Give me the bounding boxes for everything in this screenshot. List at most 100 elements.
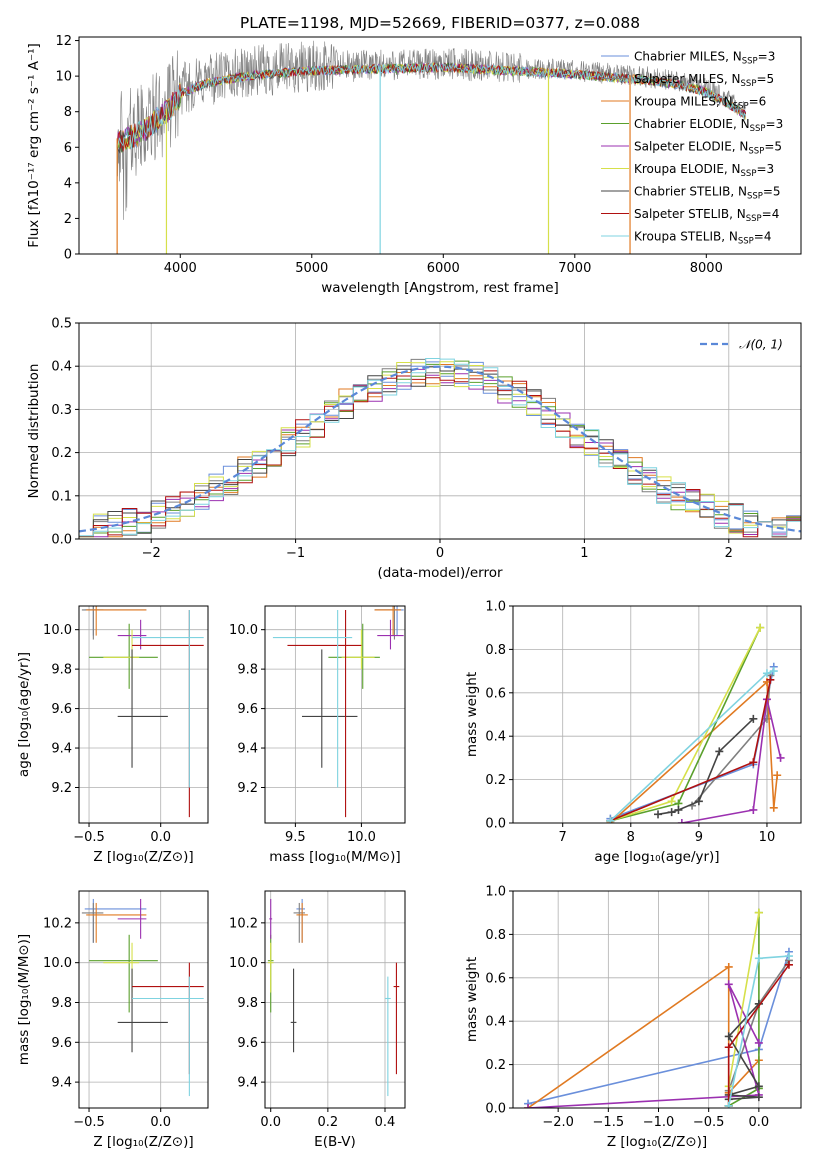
weight-marker	[784, 952, 793, 961]
y-tick-label: 0.0	[485, 817, 506, 832]
weight-line	[610, 627, 761, 822]
plot-frame	[512, 890, 802, 1109]
plot-area	[81, 606, 204, 818]
weight-marker	[667, 797, 676, 806]
weight-line	[528, 983, 760, 1108]
y-tick-label: 0.8	[485, 928, 506, 943]
weight-marker	[756, 623, 765, 632]
weight-marker	[677, 819, 686, 823]
weight-marker	[724, 980, 733, 989]
y-tick-label: 0	[64, 248, 72, 263]
weight-marker	[674, 805, 683, 814]
y-tick-label: 8	[64, 105, 72, 120]
x-tick-label: −1.5	[593, 1115, 625, 1130]
y-tick-label: 0.2	[485, 1058, 506, 1073]
legend-label: Kroupa ELODIE, NSSP=3	[634, 162, 774, 179]
residual-histogram-panel: −2 −1 0 1 2 0.0 0.1 0.2 0.3 0.4 0.5 (data-model)/er…	[26, 317, 802, 581]
y-tick-label: 10.0	[229, 956, 258, 971]
weight-vs-age-panel: 7 8 9 10 0.0 0.2 0.4 0.6 0.8 1.0 age [log₁₀(age/yr…	[464, 600, 802, 865]
y-tick-label: 10.0	[229, 623, 258, 638]
plot-area	[272, 606, 404, 818]
weight-marker	[724, 1101, 733, 1108]
y-tick-label: 10.2	[43, 916, 72, 931]
legend-label: Salpeter MILES, NSSP=5	[634, 72, 774, 89]
y-tick-label: 9.6	[51, 1036, 72, 1051]
weight-vs-metallicity-panel: −2.0 −1.5 −1.0 −0.5 0.0 0.0 0.2 0.4 0.6 0.8 1.0 Z […	[464, 885, 802, 1150]
y-tick-label: 1.0	[485, 885, 506, 900]
y-tick-label: 0.4	[485, 730, 506, 745]
weight-marker	[762, 669, 771, 678]
x-axis-label: E(B-V)	[314, 1134, 356, 1150]
x-tick-label: 0.2	[318, 1115, 339, 1130]
y-axis-label: Flux [fλ10⁻¹⁷ erg cm⁻² s⁻¹ A⁻¹]	[26, 43, 42, 248]
y-axis-label: mass weight	[464, 672, 480, 757]
residual-histogram-step	[79, 361, 801, 538]
weight-marker	[749, 758, 758, 767]
x-axis-label: mass [log₁₀(M/M⊙)]	[269, 849, 400, 865]
x-tick-label: 8	[627, 830, 635, 845]
x-tick-label: 7000	[558, 261, 591, 276]
y-tick-label: 9.4	[51, 1076, 72, 1091]
weight-marker	[667, 808, 676, 817]
x-tick-label: 0.0	[150, 1115, 171, 1130]
weight-marker	[769, 667, 778, 676]
x-tick-label: 7	[559, 830, 567, 845]
x-tick-label: 0	[436, 546, 444, 561]
x-tick-label: 10.0	[347, 830, 376, 845]
plot-area	[79, 358, 801, 538]
weight-marker	[754, 954, 763, 963]
weight-marker	[749, 714, 758, 723]
y-tick-label: 9.8	[237, 996, 258, 1011]
y-tick-label: 0.6	[485, 971, 506, 986]
x-tick-label: 4000	[164, 261, 197, 276]
plot-area	[606, 623, 785, 823]
y-tick-label: 9.2	[237, 781, 258, 796]
residual-histogram-step	[79, 358, 801, 537]
weight-marker	[784, 960, 793, 969]
y-tick-label: 10.0	[43, 623, 72, 638]
weight-marker	[754, 908, 763, 917]
residual-histogram-step	[79, 370, 801, 538]
x-tick-label: 2	[725, 546, 733, 561]
x-tick-label: 8000	[690, 261, 723, 276]
y-tick-label: 0.6	[485, 686, 506, 701]
x-axis-label: age [log₁₀(age/yr)]	[594, 849, 719, 865]
x-tick-label: 9	[695, 830, 703, 845]
weight-marker	[724, 962, 733, 971]
x-tick-label: 6000	[427, 261, 460, 276]
y-tick-label: 6	[64, 141, 72, 156]
legend-label: Chabrier STELIB, NSSP=5	[634, 185, 781, 202]
weight-marker	[776, 753, 785, 762]
y-tick-label: 9.6	[237, 702, 258, 717]
plot-frame	[512, 605, 802, 824]
x-tick-label: −1.0	[643, 1115, 675, 1130]
y-axis-label: mass [log₁₀(M/M⊙)]	[16, 934, 32, 1065]
legend-label: Kroupa STELIB, NSSP=4	[634, 230, 772, 247]
y-tick-label: 0.5	[51, 317, 72, 332]
y-tick-label: 9.4	[237, 1076, 258, 1091]
x-tick-label: −0.5	[693, 1115, 725, 1130]
weight-marker	[606, 816, 615, 823]
x-tick-label: 5000	[295, 261, 328, 276]
y-tick-label: 9.8	[237, 663, 258, 678]
normal-reference-curve	[79, 365, 801, 533]
legend-label: 𝒩(0, 1)	[739, 338, 783, 352]
y-tick-label: 0.3	[51, 403, 72, 418]
x-axis-label: Z [log₁₀(Z/Z⊙)]	[607, 1134, 707, 1150]
y-tick-label: 2	[64, 212, 72, 227]
x-tick-label: 0.0	[150, 830, 171, 845]
x-tick-label: −0.5	[73, 1115, 105, 1130]
y-tick-label: 0.0	[485, 1102, 506, 1117]
y-tick-label: 0.1	[51, 489, 72, 504]
weight-line	[681, 699, 782, 823]
x-tick-label: −2.0	[542, 1115, 574, 1130]
y-tick-label: 0.0	[51, 533, 72, 548]
figure-title: PLATE=1198, MJD=52669, FIBERID=0377, z=0…	[240, 14, 640, 32]
spectrum-panel: 4000 5000 6000 7000 8000 0 2 4 6 8 10 12 wavelength …	[26, 34, 802, 296]
weight-marker	[754, 1082, 763, 1091]
weight-marker	[524, 1104, 533, 1108]
weight-marker	[694, 797, 703, 806]
x-tick-label: 0.4	[375, 1115, 396, 1130]
y-axis-label: age [log₁₀(age/yr)]	[16, 652, 32, 777]
y-tick-label: 10	[55, 70, 72, 85]
